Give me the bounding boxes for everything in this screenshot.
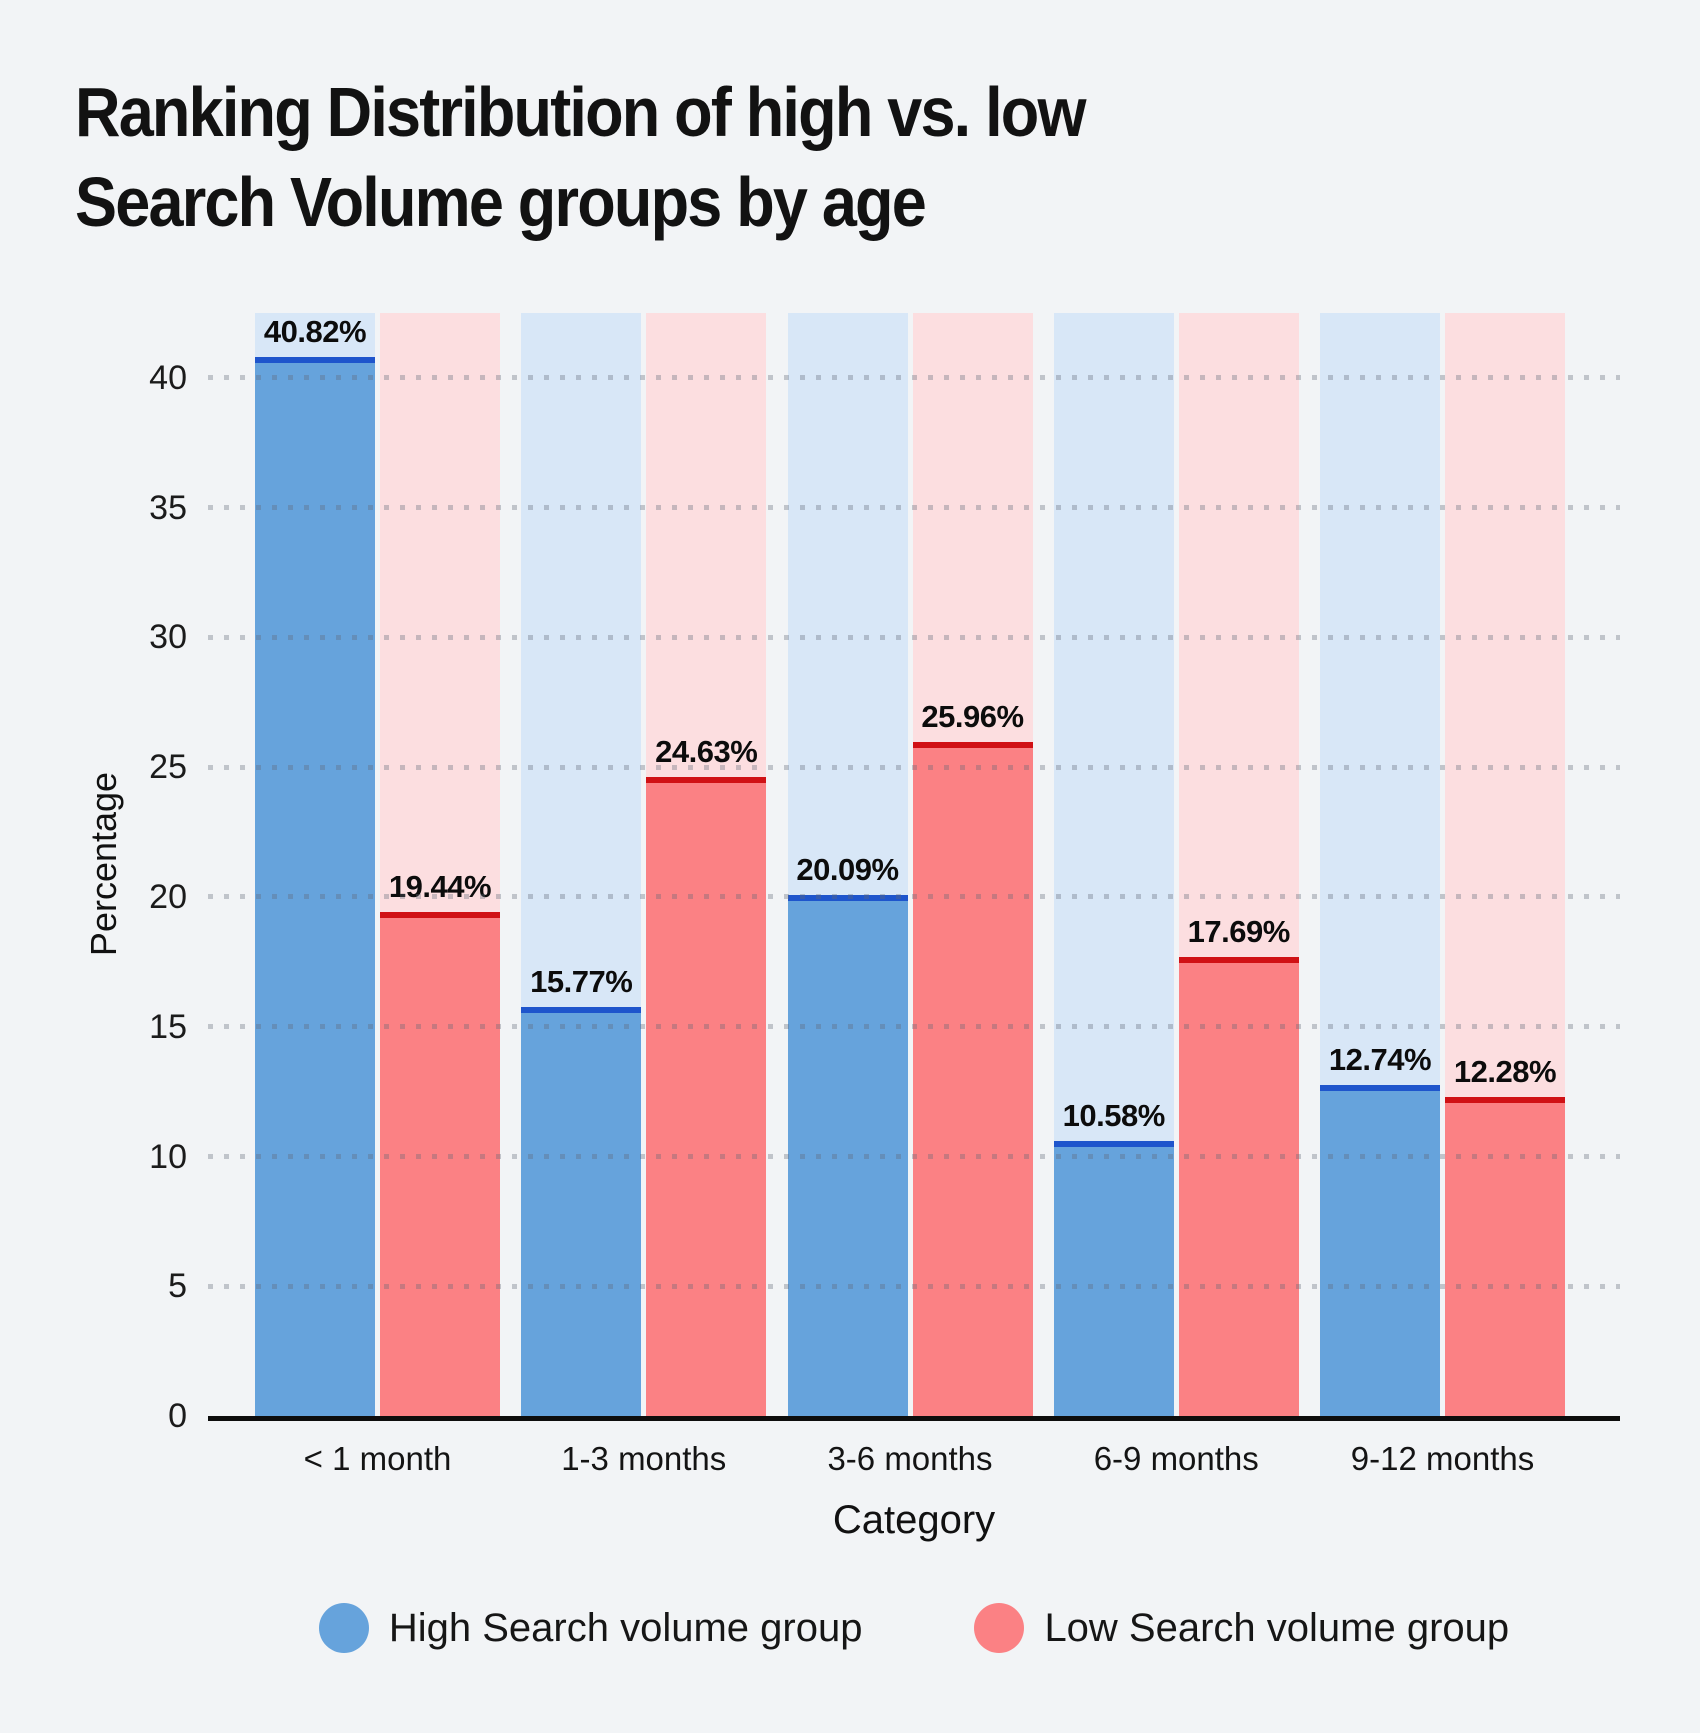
background-column-low: 24.63% — [646, 313, 767, 1416]
value-label-low: 19.44% — [388, 868, 492, 904]
legend-label-high: High Search volume group — [388, 1605, 863, 1650]
gridline-5 — [208, 1283, 1620, 1289]
x-axis-ticks: < 1 month 1-3 months 3-6 months 6-9 months 9… — [208, 1440, 1620, 1478]
x-tick-label-4: 6-9 months — [1093, 1440, 1259, 1477]
bar-low — [1445, 1097, 1565, 1416]
y-tick-label-10: 10 — [149, 1137, 187, 1176]
x-tick-label-2: 1-3 months — [561, 1440, 727, 1477]
background-column-low: 25.96% — [912, 313, 1033, 1416]
background-column-low: 19.44% — [380, 313, 500, 1416]
value-label-low: 17.69% — [1187, 913, 1291, 949]
value-label-high: 10.58% — [1062, 1098, 1166, 1134]
legend-marker-low-icon — [974, 1603, 1025, 1653]
value-label-high: 20.09% — [796, 851, 899, 887]
gridline-15 — [208, 1024, 1620, 1030]
bar-group-5: 12.74% 12.28% — [1320, 313, 1565, 1416]
bar-high — [255, 356, 375, 1416]
x-tick-label-5: 9-12 months — [1350, 1440, 1535, 1477]
bar-low — [380, 911, 500, 1416]
value-label-low: 12.28% — [1453, 1054, 1557, 1090]
bar-group-2: 15.77% 24.63% — [521, 313, 767, 1416]
y-tick-label-15: 15 — [149, 1007, 187, 1046]
gridline-40 — [208, 375, 1620, 381]
bar-group-4: 10.58% 17.69% — [1053, 313, 1299, 1416]
bar-low — [912, 742, 1033, 1416]
bar-high — [521, 1006, 642, 1416]
y-axis-ticks: 0 5 10 15 20 25 30 35 40 — [90, 313, 187, 1435]
y-tick-label-25: 25 — [149, 748, 187, 787]
bar-high — [787, 894, 908, 1416]
legend-item-low: Low Search volume group — [974, 1603, 1509, 1653]
bar-groups: 40.82% 19.44% 15.77% 24.63% 20.09% 25.96% 10.5… — [208, 313, 1620, 1416]
bar-high — [1053, 1141, 1174, 1416]
y-tick-label-5: 5 — [168, 1267, 187, 1306]
legend: High Search volume group Low Search volum… — [208, 1603, 1620, 1653]
plot-area: 40.82% 19.44% 15.77% 24.63% 20.09% 25.96% 10.5… — [208, 313, 1620, 1416]
bar-group-1: 40.82% 19.44% — [255, 313, 500, 1416]
x-tick-label-1: < 1 month — [303, 1440, 452, 1477]
bar-low — [646, 776, 767, 1416]
value-label-high: 40.82% — [263, 313, 367, 349]
value-label-low: 24.63% — [655, 733, 758, 769]
legend-marker-high-icon — [318, 1603, 369, 1653]
value-label-high: 12.74% — [1328, 1042, 1432, 1078]
y-tick-label-0: 0 — [168, 1397, 187, 1435]
background-column-high: 15.77% — [521, 313, 642, 1416]
background-column-high: 20.09% — [787, 313, 908, 1416]
background-column-high: 10.58% — [1053, 313, 1174, 1416]
bar-high — [1320, 1085, 1440, 1416]
y-tick-label-30: 30 — [149, 618, 187, 657]
y-tick-label-40: 40 — [149, 358, 187, 397]
chart-title: Ranking Distribution of high vs. low Sea… — [75, 68, 1425, 247]
y-tick-label-35: 35 — [149, 488, 187, 527]
x-tick-label-3: 3-6 months — [827, 1440, 993, 1477]
value-label-low: 25.96% — [921, 699, 1024, 735]
x-axis-line — [208, 1416, 1620, 1421]
gridline-20 — [208, 894, 1620, 900]
gridline-10 — [208, 1154, 1620, 1159]
background-column-low: 12.28% — [1445, 313, 1565, 1416]
value-label-high: 15.77% — [530, 963, 633, 999]
chart-title-line2: Search Volume groups by age — [75, 162, 927, 241]
background-column-low: 17.69% — [1178, 313, 1299, 1416]
bar-group-3: 20.09% 25.96% — [787, 313, 1033, 1416]
background-column-high: 40.82% — [255, 313, 375, 1416]
legend-label-low: Low Search volume group — [1044, 1605, 1510, 1650]
bar-low — [1178, 956, 1299, 1416]
gridline-25 — [208, 764, 1620, 770]
background-column-high: 12.74% — [1320, 313, 1440, 1416]
x-axis-title: Category — [832, 1498, 996, 1542]
gridline-35 — [208, 505, 1620, 511]
legend-item-high: High Search volume group — [318, 1603, 863, 1653]
gridline-30 — [208, 634, 1620, 640]
chart-title-line1: Ranking Distribution of high vs. low — [75, 73, 1086, 151]
y-tick-label-20: 20 — [149, 877, 187, 916]
